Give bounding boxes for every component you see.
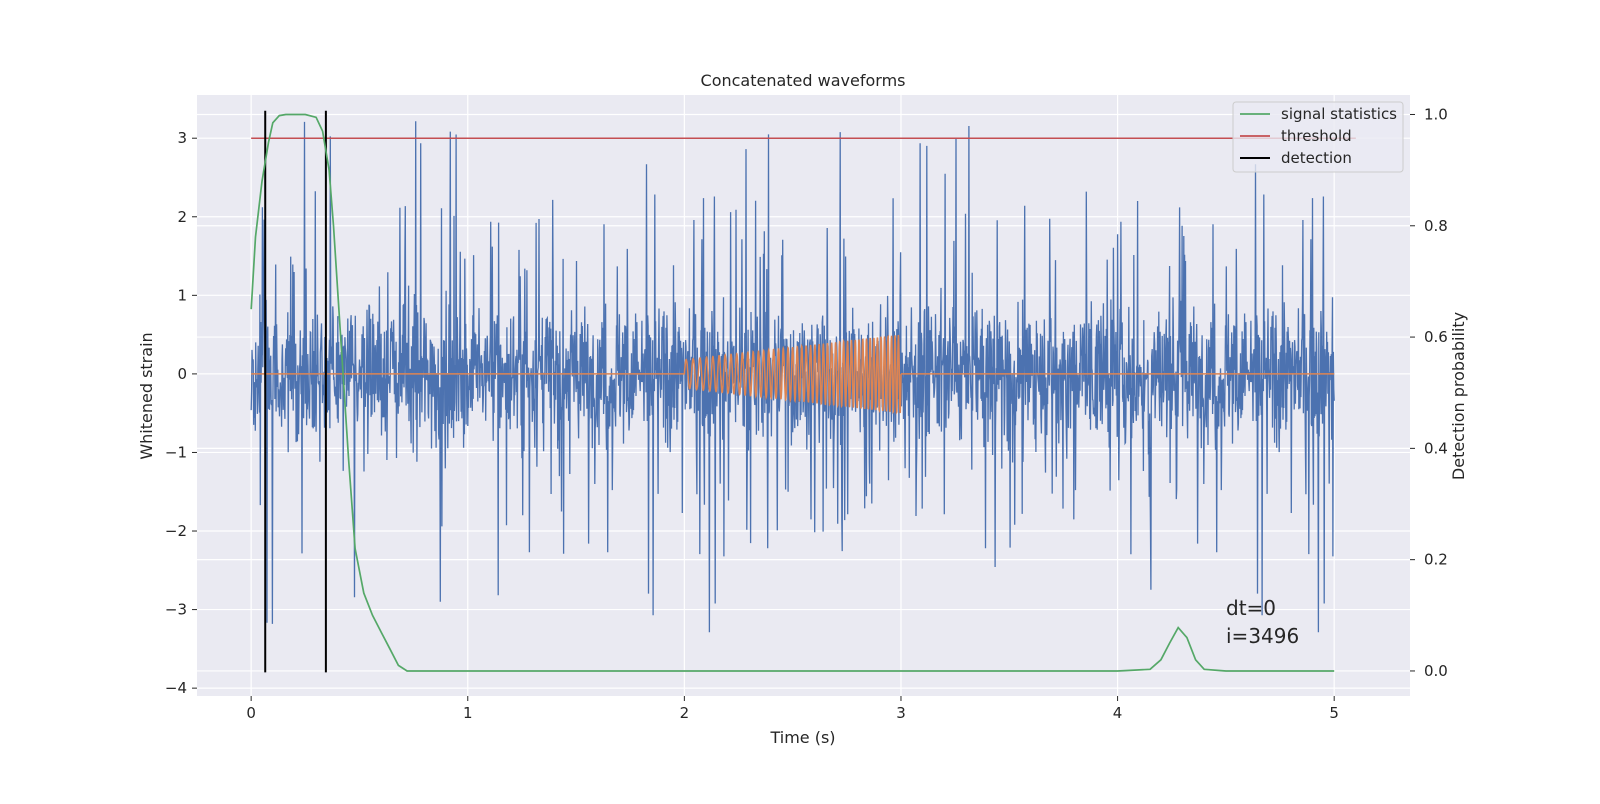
y-tick-label: −1: [165, 443, 187, 461]
y-axis-label: Whitened strain: [137, 332, 156, 459]
annotation-dt: dt=0: [1226, 596, 1276, 620]
y2-axis-ticks: 0.0 0.2 0.4 0.6 0.8 1.0: [1410, 105, 1448, 680]
chart-title: Concatenated waveforms: [701, 71, 906, 90]
injected-waveform-line: [251, 334, 1335, 415]
y2-tick-label: 0.8: [1424, 217, 1448, 235]
legend-label-threshold: threshold: [1281, 127, 1352, 145]
x-tick-label: 2: [680, 704, 690, 722]
y2-axis-label: Detection probability: [1449, 312, 1468, 480]
y2-tick-label: 1.0: [1424, 105, 1448, 123]
y-tick-label: 1: [177, 286, 187, 304]
y-tick-label: 3: [177, 129, 187, 147]
y2-tick-label: 0.0: [1424, 662, 1448, 680]
x-tick-label: 3: [896, 704, 906, 722]
x-tick-label: 5: [1329, 704, 1339, 722]
legend-label-signal-statistics: signal statistics: [1281, 105, 1397, 123]
x-axis-label: Time (s): [769, 728, 835, 747]
signal-statistics-line: [250, 113, 1335, 672]
legend-box: [1232, 101, 1404, 173]
grid: [197, 95, 1410, 696]
annotation-index: i=3496: [1226, 624, 1299, 648]
y2-tick-label: 0.6: [1424, 328, 1448, 346]
data-layer: [250, 110, 1356, 673]
y2-tick-label: 0.4: [1424, 439, 1448, 457]
y-tick-label: −3: [165, 601, 187, 619]
y-axis-ticks: −4 −3 −2 −1 0 1 2 3: [165, 129, 197, 697]
y-tick-label: 2: [177, 208, 187, 226]
x-tick-label: 0: [246, 704, 256, 722]
y-tick-label: −4: [165, 679, 187, 697]
y-tick-label: −2: [165, 522, 187, 540]
y2-tick-label: 0.2: [1424, 551, 1448, 569]
x-tick-label: 4: [1113, 704, 1123, 722]
noise-strain-line: [250, 121, 1335, 633]
y-tick-label: 0: [177, 365, 187, 383]
legend: signal statistics threshold detection: [1232, 101, 1404, 173]
x-axis-ticks: 0 1 2 3 4 5: [246, 696, 1339, 722]
x-tick-label: 1: [463, 704, 473, 722]
legend-label-detection: detection: [1281, 149, 1352, 167]
